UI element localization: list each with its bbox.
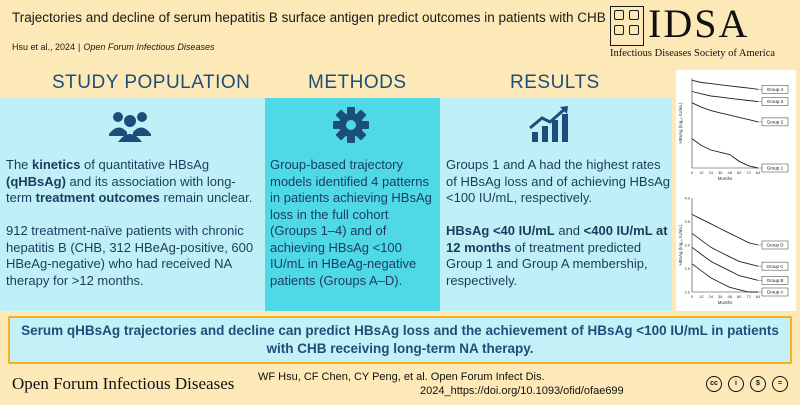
study-population-title: STUDY POPULATION [52, 72, 251, 93]
x-tick-label: 48 [727, 294, 732, 299]
header-band: Trajectories and decline of serum hepati… [0, 0, 800, 66]
methods-paragraph: Group-based trajectory models identified… [270, 157, 432, 288]
population-paragraph-2: 912 treatment-naïve patients with chroni… [6, 223, 254, 288]
column-header-band [0, 66, 672, 98]
footer-citation: WF Hsu, CF Chen, CY Peng, et al. Open Fo… [258, 371, 545, 383]
methods-title: METHODS [308, 72, 407, 93]
y-tick-label: 4.0 [684, 196, 690, 201]
trajectory-charts: 0 12 24 36 48 60 72 84 Months HBsAg (log₁₀ IU/mL)… [678, 78, 789, 305]
series-label: Group 2 [767, 119, 784, 124]
x-axis-label: Months [718, 300, 734, 305]
footer-doi: 2024_https://doi.org/10.1093/ofid/ofae69… [420, 385, 624, 397]
y-tick-label: 3.0 [684, 243, 690, 248]
x-tick-label: 0 [691, 294, 694, 299]
cc-icon: cc [706, 376, 722, 392]
population-paragraph-1: The kinetics of quantitative HBsAg (qHBs… [6, 157, 253, 205]
x-tick-label: 24 [709, 294, 714, 299]
series-line [691, 232, 759, 267]
page-title: Trajectories and decline of serum hepati… [12, 10, 606, 25]
series-label: Group B [767, 278, 784, 283]
y-axis-label: HBsAg (log₁₀ IU/mL) [678, 102, 683, 143]
series-label: Group C [766, 264, 784, 269]
results-paragraph-2: HBsAg <40 IU/mL and <400 IU/mL at 12 mon… [446, 223, 668, 288]
byline-separator: | [78, 42, 81, 52]
series-label: Group 1 [767, 166, 784, 171]
growth-chart-icon [529, 106, 568, 142]
x-tick-label: 36 [718, 294, 723, 299]
x-tick-label: 84 [756, 294, 761, 299]
conclusion-text: Serum qHBsAg trajectories and decline ca… [21, 323, 779, 356]
x-tick-label: 72 [746, 170, 751, 175]
y-tick-label: 3.5 [684, 219, 690, 224]
x-axis-label: Months [718, 176, 734, 181]
series-label: Group 4 [767, 87, 784, 92]
authors: Hsu et al., 2024 [12, 42, 76, 52]
series-label: Group D [766, 243, 784, 248]
conclusion-box: Serum qHBsAg trajectories and decline ca… [8, 316, 792, 364]
x-tick-label: 48 [727, 170, 732, 175]
series-line [691, 102, 759, 123]
x-tick-label: 60 [737, 170, 742, 175]
logo-emblem-icon [610, 6, 644, 46]
x-tick-label: 0 [691, 170, 694, 175]
gear-icon [333, 107, 369, 143]
people-icon [109, 112, 151, 142]
idsa-logo: IDSA Infectious Diseases Society of Amer… [610, 1, 796, 60]
nd-icon: = [772, 376, 788, 392]
logo-subtitle: Infectious Diseases Society of America [610, 48, 776, 59]
x-tick-label: 12 [699, 170, 704, 175]
x-tick-label: 36 [718, 170, 723, 175]
series-line [691, 79, 759, 90]
results-title: RESULTS [510, 72, 600, 93]
series-line [691, 138, 759, 169]
series-label: Group 3 [767, 99, 784, 104]
trajectory-charts-panel: 0 12 24 36 48 60 72 84 Months HBsAg (log₁₀ IU/mL)… [676, 70, 796, 311]
license-icons: cc i $ = [706, 376, 794, 392]
y-axis-label: HBsAg (log₁₀ IU/mL) [678, 224, 683, 265]
x-tick-label: 12 [699, 294, 704, 299]
logo-wordmark: IDSA [648, 1, 750, 46]
by-icon: i [728, 376, 744, 392]
series-label: Group A [767, 290, 784, 295]
y-tick-label: 2.5 [684, 266, 690, 271]
series-line [691, 213, 759, 246]
y-tick-label: 2.0 [684, 290, 690, 295]
series-line [691, 246, 759, 281]
journal-name: Open Forum Infectious Diseases [83, 42, 215, 52]
x-tick-label: 72 [746, 294, 751, 299]
series-line [691, 263, 758, 293]
x-tick-label: 60 [737, 294, 742, 299]
results-paragraph-1: Groups 1 and A had the highest rates of … [446, 157, 671, 205]
byline: Hsu et al., 2024 | Open Forum Infectious D… [12, 42, 214, 52]
nc-icon: $ [750, 376, 766, 392]
footer-journal: Open Forum Infectious Diseases [12, 374, 235, 393]
x-tick-label: 24 [709, 170, 714, 175]
x-tick-label: 84 [756, 170, 761, 175]
series-line [691, 91, 759, 103]
